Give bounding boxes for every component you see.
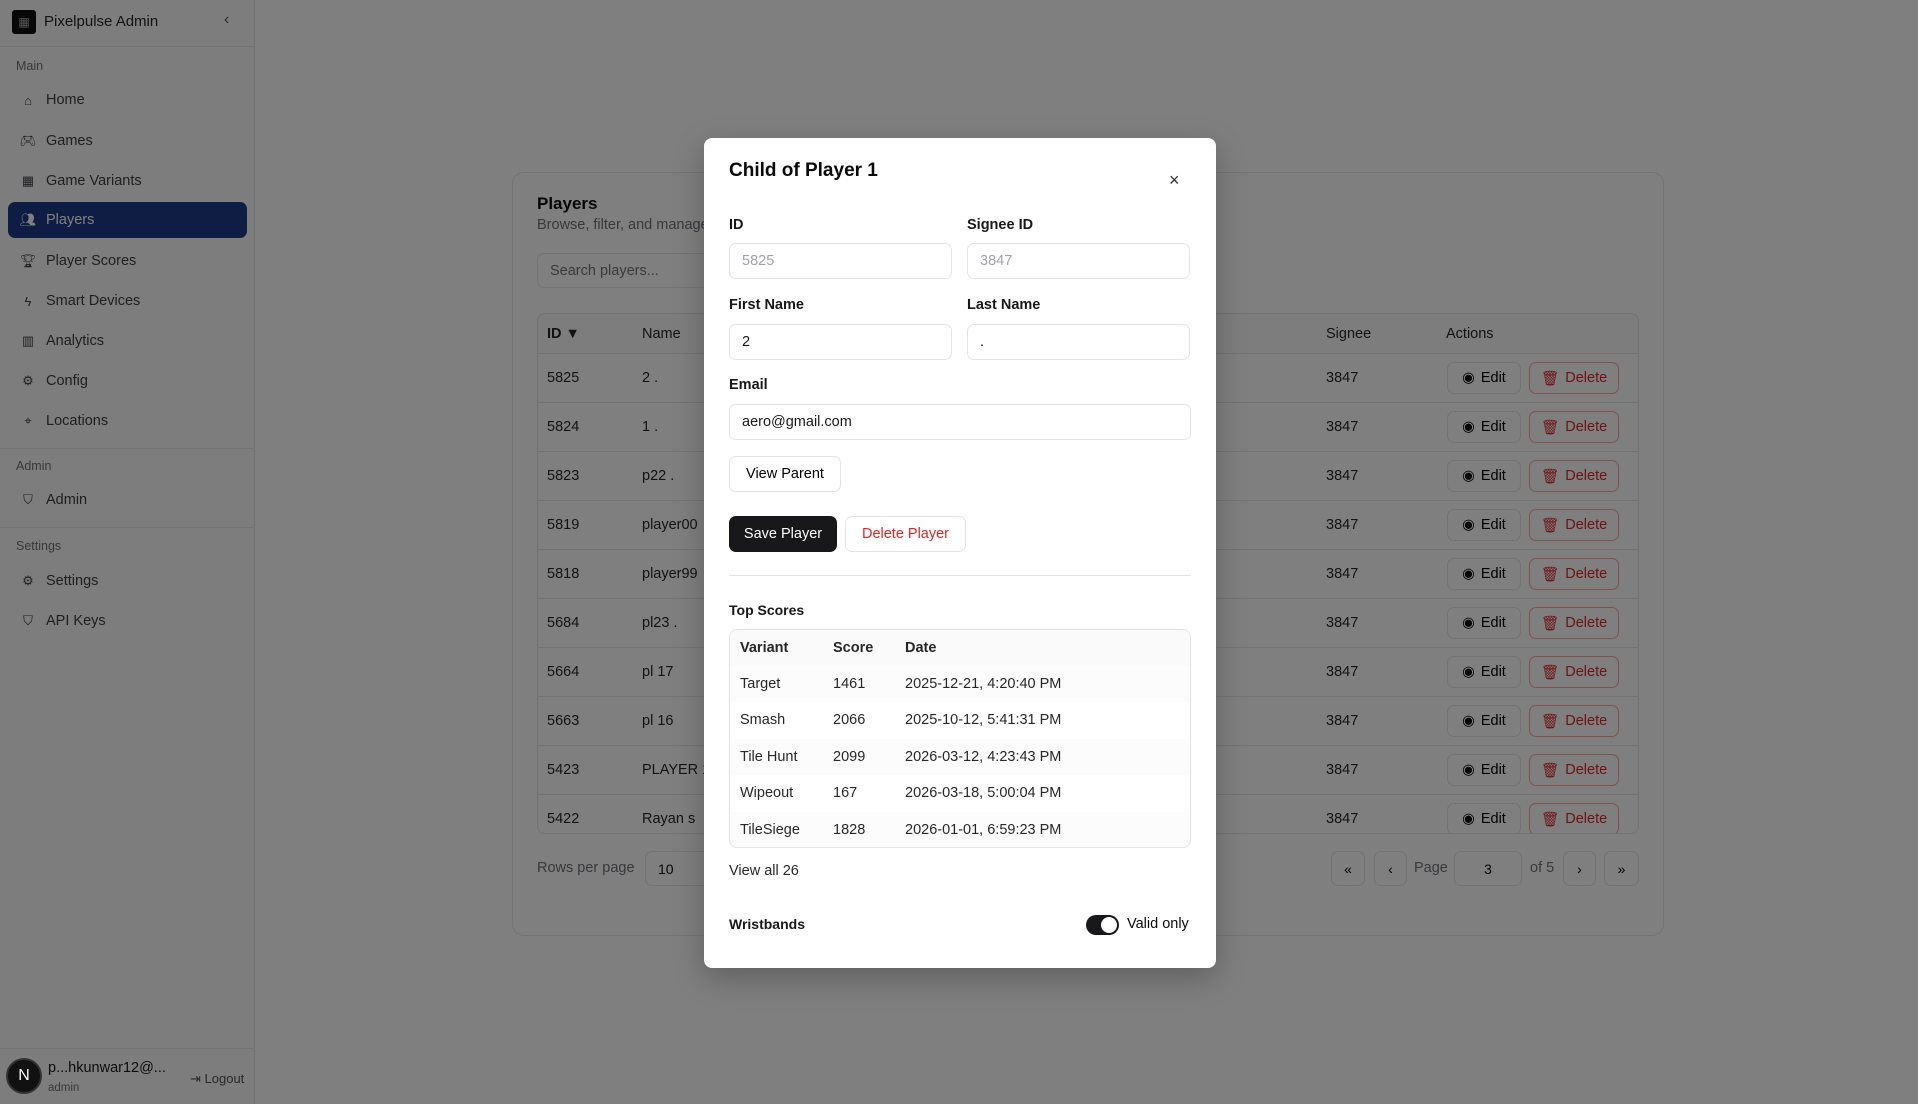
date-cell: 2026-03-18, 5:00:04 PM	[905, 785, 1062, 802]
valid-only-toggle[interactable]	[1086, 915, 1119, 935]
first-name-label: First Name	[729, 297, 804, 313]
date-cell: 2025-12-21, 4:20:40 PM	[905, 676, 1062, 692]
id-label: ID	[729, 217, 744, 233]
signee-id-field[interactable]	[967, 243, 1190, 279]
divider	[729, 575, 1191, 576]
table-row: Tile Hunt 2099 2026-03-12, 4:23:43 PM	[730, 738, 1190, 775]
player-modal: Child of Player 1 × ID Signee ID First N…	[704, 138, 1216, 968]
score-cell: 167	[833, 785, 858, 802]
signee-id-label: Signee ID	[967, 217, 1034, 233]
variant-header: Variant	[740, 640, 789, 656]
valid-only-label: Valid only	[1127, 916, 1189, 932]
id-field[interactable]	[729, 243, 952, 279]
delete-player-button[interactable]: Delete Player	[845, 516, 966, 552]
variant-cell: Wipeout	[740, 785, 794, 802]
last-name-label: Last Name	[967, 297, 1041, 313]
score-cell: 1461	[833, 676, 866, 692]
date-header: Date	[905, 640, 937, 656]
date-cell: 2026-01-01, 6:59:23 PM	[905, 821, 1062, 838]
view-parent-button[interactable]: View Parent	[729, 456, 841, 492]
top-scores-title: Top Scores	[729, 602, 805, 618]
email-label: Email	[729, 377, 768, 393]
close-icon[interactable]: ×	[1169, 170, 1180, 190]
last-name-field[interactable]	[967, 324, 1190, 360]
modal-title: Child of Player 1	[729, 160, 878, 181]
table-row: Smash 2066 2025-10-12, 5:41:31 PM	[730, 702, 1190, 738]
variant-cell: Target	[740, 676, 781, 692]
view-all-scores-link[interactable]: View all 26	[729, 863, 799, 879]
email-field[interactable]	[729, 404, 1191, 440]
score-cell: 2066	[833, 712, 866, 729]
first-name-field[interactable]	[729, 324, 952, 360]
table-header: Variant Score Date	[730, 630, 1190, 666]
variant-cell: Smash	[740, 712, 786, 729]
avatar[interactable]: N	[6, 1058, 42, 1094]
top-scores-table: Variant Score Date Target 1461 2025-12-21, 4:…	[729, 629, 1191, 848]
save-player-button[interactable]: Save Player	[729, 516, 837, 552]
table-row: Wipeout 167 2026-03-18, 5:00:04 PM	[730, 775, 1190, 811]
variant-cell: Tile Hunt	[740, 748, 798, 765]
table-row: TileSiege 1828 2026-01-01, 6:59:23 PM	[730, 811, 1190, 847]
variant-cell: TileSiege	[740, 821, 800, 838]
table-row: Target 1461 2025-12-21, 4:20:40 PM	[730, 666, 1190, 702]
score-header: Score	[833, 640, 874, 656]
score-cell: 2099	[833, 748, 866, 765]
score-cell: 1828	[833, 821, 866, 838]
date-cell: 2025-10-12, 5:41:31 PM	[905, 712, 1062, 729]
wristbands-title: Wristbands	[729, 916, 805, 932]
date-cell: 2026-03-12, 4:23:43 PM	[905, 748, 1062, 765]
